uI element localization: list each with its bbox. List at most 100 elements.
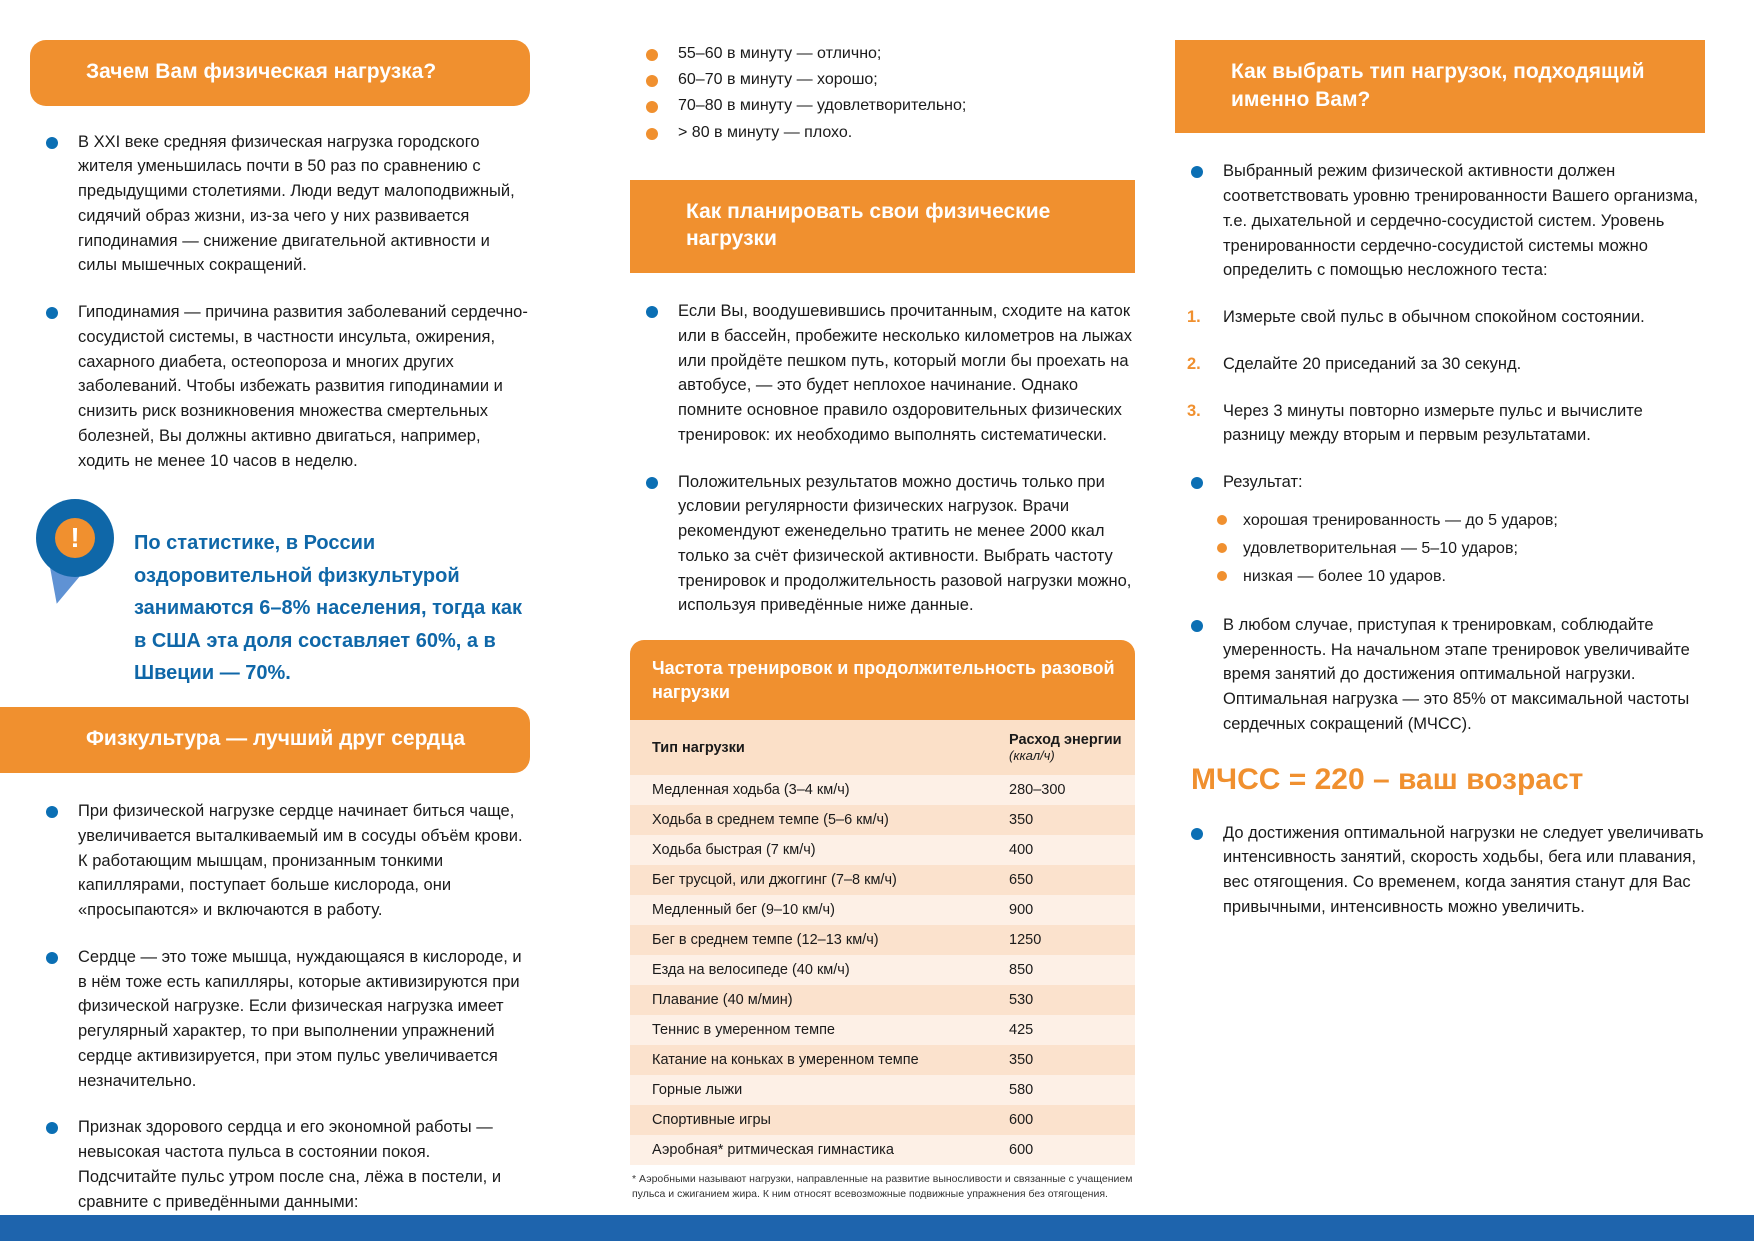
list-item: Положительных результатов можно достичь …: [630, 470, 1135, 619]
table-footnote: * Аэробными называют нагрузки, направлен…: [632, 1173, 1133, 1200]
table-header-row: Тип нагрузки Расход энергии (ккал/ч): [630, 720, 1135, 776]
list-item: Если Вы, воодушевившись прочитанным, схо…: [630, 299, 1135, 448]
table-row: Аэробная* ритмическая гимнастика 600: [630, 1135, 1135, 1166]
table-row: Бег трусцой, или джоггинг (7–8 км/ч) 650: [630, 865, 1135, 896]
cell-exercise-type: Катание на коньках в умеренном темпе: [652, 1052, 919, 1069]
list-item: 55–60 в минуту — отлично;: [630, 42, 1135, 65]
step-number: 2.: [1187, 354, 1201, 373]
cell-energy-value: 900: [1009, 902, 1034, 919]
table-row: Теннис в умеренном темпе 425: [630, 1015, 1135, 1046]
list-item: удовлетворительная — 5–10 ударов;: [1203, 537, 1705, 561]
cell-energy-value: 400: [1009, 842, 1034, 859]
right-column: Как выбрать тип нагрузок, подходящий име…: [1175, 0, 1705, 942]
cell-energy-value: 280–300: [1009, 782, 1066, 799]
cell-exercise-type: Ходьба быстрая (7 км/ч): [652, 842, 816, 859]
table-row: Спортивные игры 600: [630, 1105, 1135, 1136]
energy-expenditure-table: Тип нагрузки Расход энергии (ккал/ч) Мед…: [630, 720, 1135, 1166]
cell-energy-value: 850: [1009, 962, 1034, 979]
section-header-why-exercise: Зачем Вам физическая нагрузка?: [30, 40, 530, 106]
column-header-type: Тип нагрузки: [652, 739, 745, 756]
table-title: Частота тренировок и продолжительность р…: [630, 640, 1135, 721]
energy-table-wrapper: Частота тренировок и продолжительность р…: [630, 640, 1135, 1201]
list-item: хорошая тренированность — до 5 ударов;: [1203, 509, 1705, 533]
list-item: До достижения оптимальной нагрузки не сл…: [1175, 821, 1705, 920]
table-row: Горные лыжи 580: [630, 1075, 1135, 1106]
list-item: 60–70 в минуту — хорошо;: [630, 68, 1135, 91]
list-item: 3. Через 3 минуты повторно измерьте пуль…: [1175, 399, 1705, 449]
cell-exercise-type: Теннис в умеренном темпе: [652, 1022, 835, 1039]
cell-exercise-type: Аэробная* ритмическая гимнастика: [652, 1142, 894, 1159]
list-item: Признак здорового сердца и его экономной…: [30, 1115, 530, 1214]
middle-bullet-list: Если Вы, воодушевившись прочитанным, схо…: [630, 299, 1135, 618]
step-number: 1.: [1187, 308, 1201, 327]
cell-exercise-type: Медленный бег (9–10 км/ч): [652, 902, 835, 919]
section-header-exercise-friend-of-heart: Физкультура — лучший друг сердца: [0, 707, 530, 774]
table-row: Ходьба в среднем темпе (5–6 км/ч) 350: [630, 805, 1135, 836]
table-row: Бег в среднем темпе (12–13 км/ч) 1250: [630, 925, 1135, 956]
list-item: 70–80 в минуту — удовлетворительно;: [630, 94, 1135, 117]
callout-text: По статистике, в России оздоровительной …: [134, 532, 523, 685]
left-bullet-list-1: В XXI веке средняя физическая нагрузка г…: [30, 130, 530, 474]
cell-energy-value: 600: [1009, 1142, 1034, 1159]
left-column: Зачем Вам физическая нагрузка? В XXI век…: [0, 0, 530, 1236]
step-text: Сделайте 20 приседаний за 30 секунд.: [1223, 354, 1522, 373]
step-number: 3.: [1187, 401, 1201, 420]
list-item: Сердце — это тоже мышца, нуждающаяся в к…: [30, 945, 530, 1094]
table-row: Медленный бег (9–10 км/ч) 900: [630, 895, 1135, 926]
cell-exercise-type: Плавание (40 м/мин): [652, 992, 793, 1009]
cell-exercise-type: Ходьба в среднем темпе (5–6 км/ч): [652, 812, 889, 829]
right-intro-list: Выбранный режим физической активности до…: [1175, 159, 1705, 283]
moderation-list: В любом случае, приступая к тренировкам,…: [1175, 613, 1705, 737]
list-item: 2. Сделайте 20 приседаний за 30 секунд.: [1175, 352, 1705, 377]
middle-column: 55–60 в минуту — отлично; 60–70 в минуту…: [630, 0, 1135, 1201]
exclamation-icon: !: [55, 518, 95, 559]
list-item: > 80 в минуту — плохо.: [630, 121, 1135, 144]
list-item: Гиподинамия — причина развития заболеван…: [30, 300, 530, 473]
column-header-energy-unit: (ккал/ч): [1009, 748, 1055, 764]
cell-exercise-type: Медленная ходьба (3–4 км/ч): [652, 782, 850, 799]
column-header-energy: Расход энергии (ккал/ч): [995, 720, 1135, 775]
cell-exercise-type: Езда на велосипеде (40 км/ч): [652, 962, 850, 979]
final-advice-list: До достижения оптимальной нагрузки не сл…: [1175, 821, 1705, 920]
list-item: 1. Измерьте свой пульс в обычном спокойн…: [1175, 305, 1705, 330]
result-label-list: Результат:: [1175, 470, 1705, 495]
bottom-blue-bar: [0, 1215, 1754, 1241]
list-item: низкая — более 10 ударов.: [1203, 565, 1705, 589]
pulse-rate-list: 55–60 в минуту — отлично; 60–70 в минуту…: [630, 42, 1135, 144]
list-item: В любом случае, приступая к тренировкам,…: [1175, 613, 1705, 737]
left-bullet-list-2: При физической нагрузке сердце начинает …: [30, 799, 530, 1214]
statistics-callout: ! По статистике, в России оздоровительно…: [30, 499, 530, 689]
cell-energy-value: 350: [1009, 1052, 1034, 1069]
cell-energy-value: 600: [1009, 1112, 1034, 1129]
step-text: Через 3 минуты повторно измерьте пульс и…: [1223, 401, 1643, 445]
cell-energy-value: 650: [1009, 872, 1034, 889]
cell-energy-value: 350: [1009, 812, 1034, 829]
table-row: Медленная ходьба (3–4 км/ч) 280–300: [630, 775, 1135, 806]
list-item: В XXI веке средняя физическая нагрузка г…: [30, 130, 530, 279]
section-header-how-to-choose: Как выбрать тип нагрузок, подходящий име…: [1175, 40, 1705, 134]
cell-energy-value: 1250: [1009, 932, 1042, 949]
cell-exercise-type: Бег в среднем темпе (12–13 км/ч): [652, 932, 879, 949]
table-head: Тип нагрузки Расход энергии (ккал/ч): [630, 720, 1135, 776]
cell-exercise-type: Бег трусцой, или джоггинг (7–8 км/ч): [652, 872, 897, 889]
list-item: Выбранный режим физической активности до…: [1175, 159, 1705, 283]
cell-energy-value: 580: [1009, 1082, 1034, 1099]
result-values-list: хорошая тренированность — до 5 ударов; у…: [1203, 509, 1705, 589]
table-row: Плавание (40 м/мин) 530: [630, 985, 1135, 1016]
table-row: Катание на коньках в умеренном темпе 350: [630, 1045, 1135, 1076]
mchss-formula: МЧСС = 220 – ваш возраст: [1191, 762, 1584, 796]
cell-exercise-type: Спортивные игры: [652, 1112, 771, 1129]
table-row: Езда на велосипеде (40 км/ч) 850: [630, 955, 1135, 986]
step-text: Измерьте свой пульс в обычном спокойном …: [1223, 308, 1645, 327]
table-body: Медленная ходьба (3–4 км/ч) 280–300 Ходьба…: [630, 775, 1135, 1166]
exclamation-badge: !: [36, 499, 122, 609]
list-item: При физической нагрузке сердце начинает …: [30, 799, 530, 923]
test-steps-list: 1. Измерьте свой пульс в обычном спокойн…: [1175, 305, 1705, 448]
table-row: Ходьба быстрая (7 км/ч) 400: [630, 835, 1135, 866]
column-header-energy-label: Расход энергии: [1009, 732, 1122, 749]
list-item: Результат:: [1175, 470, 1705, 495]
section-header-how-to-plan: Как планировать свои физические нагрузки: [630, 179, 1135, 274]
cell-exercise-type: Горные лыжи: [652, 1082, 743, 1099]
cell-energy-value: 530: [1009, 992, 1034, 1009]
